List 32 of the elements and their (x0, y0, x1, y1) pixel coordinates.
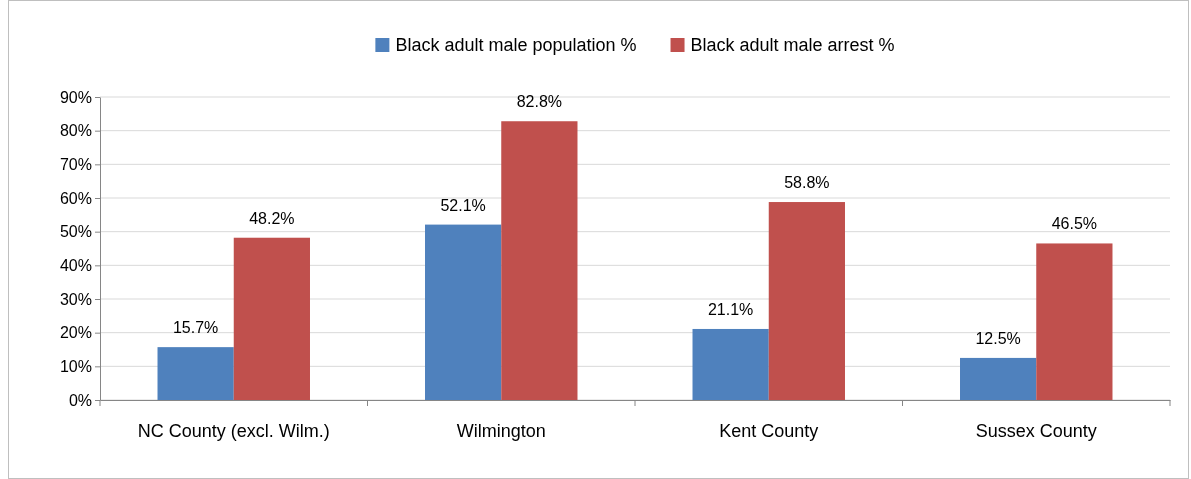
data-label: 82.8% (516, 93, 563, 111)
y-tick-label: 0% (68, 391, 92, 409)
x-tick-label: Kent County (719, 421, 819, 442)
y-tick-label: 60% (59, 189, 92, 207)
y-tick-label: 80% (59, 122, 92, 140)
data-label: 52.1% (440, 196, 486, 214)
y-tick-label: 40% (59, 256, 92, 274)
bar (157, 347, 234, 400)
y-tick-label: 30% (59, 290, 92, 308)
y-tick-label: 70% (59, 155, 92, 173)
legend-label: Black adult male arrest % (690, 35, 895, 55)
data-label: 48.2% (249, 209, 295, 227)
bar (425, 224, 502, 400)
x-tick-label: Sussex County (975, 421, 1097, 442)
y-tick-label: 90% (59, 88, 92, 106)
bar (233, 237, 310, 400)
bar (501, 121, 578, 400)
bar (692, 328, 769, 400)
data-label: 46.5% (1051, 215, 1098, 233)
bar (960, 357, 1037, 400)
bar (1036, 243, 1113, 400)
bar (768, 202, 845, 400)
y-tick-label: 20% (59, 324, 92, 342)
legend-label: Black adult male population % (395, 35, 637, 55)
y-tick-label: 50% (59, 223, 92, 241)
x-tick-label: Wilmington (456, 421, 546, 442)
x-tick-label: NC County (excl. Wilm.) (137, 421, 330, 442)
y-tick-label: 10% (59, 357, 92, 375)
data-label: 12.5% (975, 329, 1021, 347)
data-label: 21.1% (707, 300, 754, 318)
data-label: 58.8% (784, 174, 830, 192)
data-label: 15.7% (172, 319, 219, 337)
